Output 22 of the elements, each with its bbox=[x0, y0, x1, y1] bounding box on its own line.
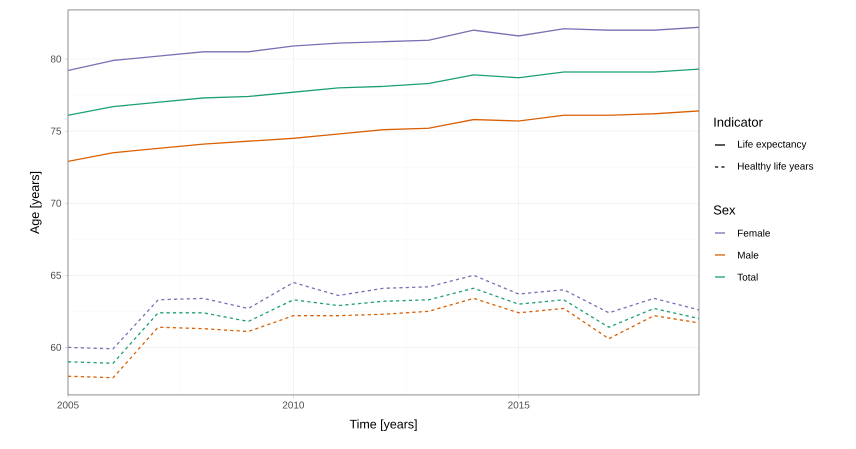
legend-label: Total bbox=[737, 273, 758, 281]
y-tick-label: 65 bbox=[50, 272, 62, 279]
y-tick-label: 70 bbox=[50, 200, 62, 207]
x-tick-label: 2010 bbox=[282, 402, 304, 409]
x-tick-label: 2015 bbox=[508, 402, 530, 409]
line-series bbox=[68, 288, 700, 364]
line-series bbox=[68, 274, 700, 350]
y-tick-label: 75 bbox=[50, 128, 62, 135]
legend-label: Female bbox=[738, 229, 770, 237]
x-axis-title: Time [years] bbox=[350, 419, 417, 431]
line-series bbox=[68, 26, 700, 72]
line-series bbox=[68, 110, 700, 162]
x-tick-label: 2005 bbox=[57, 402, 79, 409]
y-axis-title: Age [years] bbox=[30, 172, 42, 234]
legend-title: Sex bbox=[714, 205, 736, 215]
legend-label: Male bbox=[738, 251, 758, 259]
line-series bbox=[68, 298, 700, 378]
y-tick-label: 60 bbox=[50, 344, 62, 351]
text: Healthy life years bbox=[738, 162, 814, 172]
text: Indicator bbox=[714, 117, 763, 127]
text: Life expectancy bbox=[738, 140, 806, 150]
y-tick-label: 80 bbox=[50, 55, 62, 63]
